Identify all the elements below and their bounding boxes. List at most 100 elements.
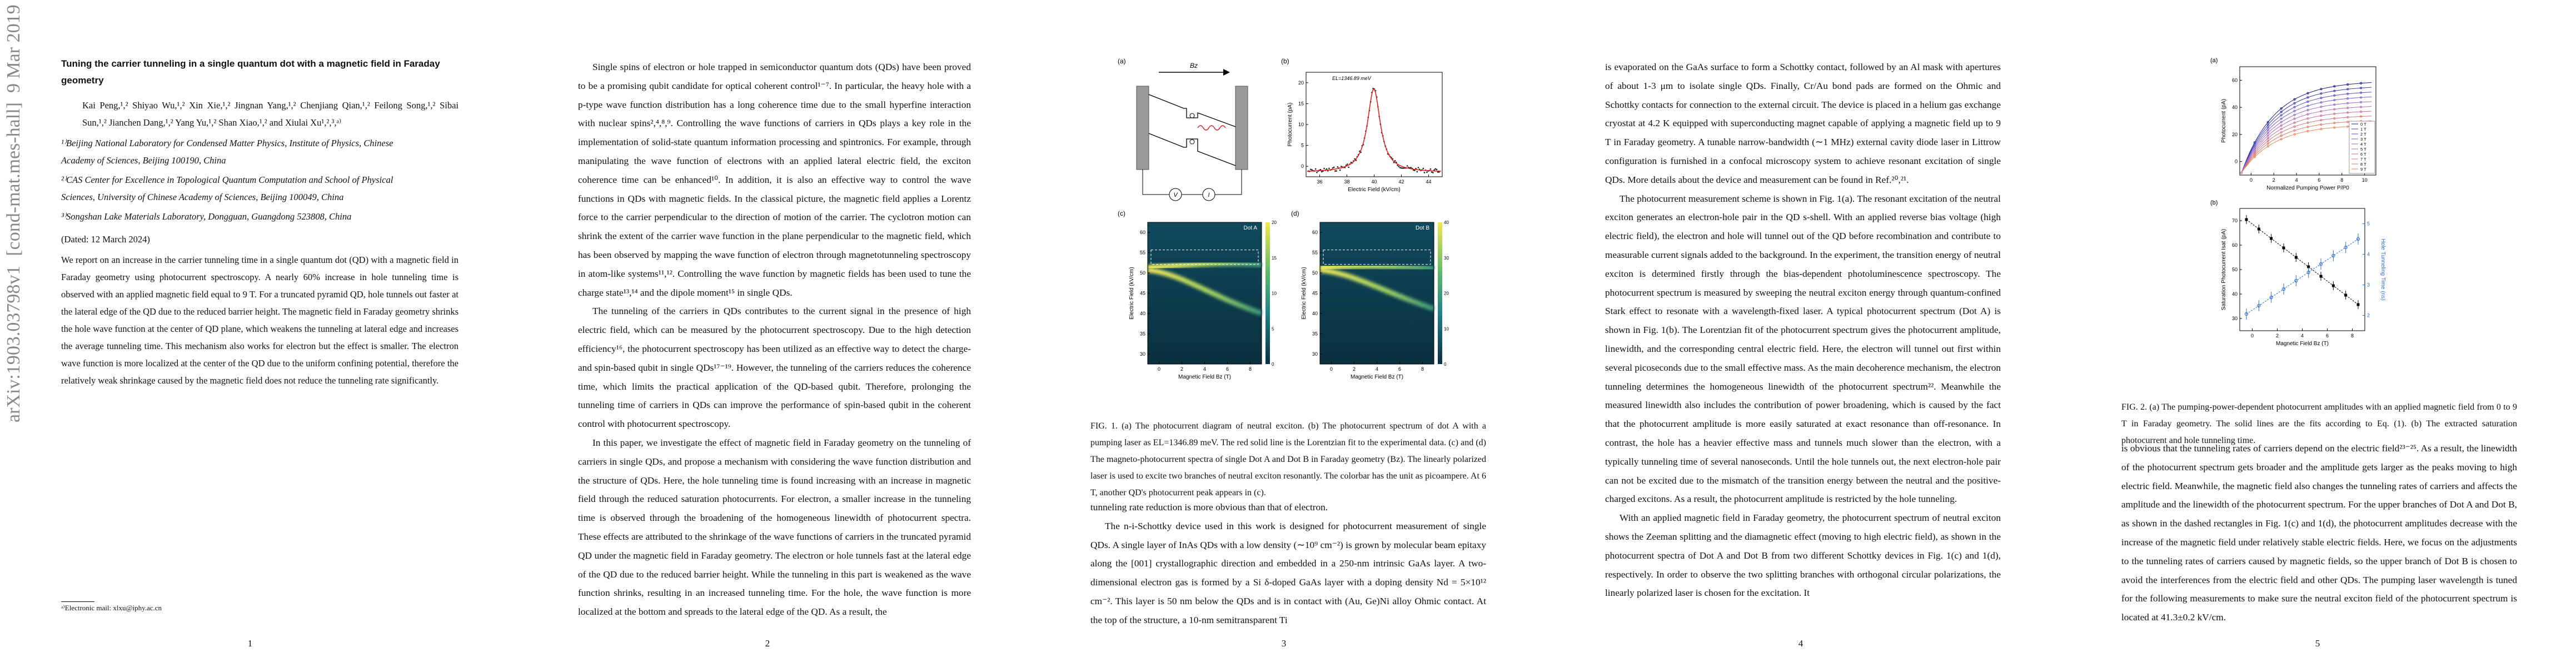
electrode — [1136, 86, 1149, 170]
measurement-point — [2281, 287, 2286, 291]
x-tick-label: 6 — [2318, 177, 2320, 183]
colorbar-tick-label: 40 — [1444, 220, 1449, 225]
paragraph: tunneling rate reduction is more obvious… — [1090, 502, 1328, 512]
y-axis-label: Photocurrent (pA) — [1287, 103, 1293, 147]
plot-frame — [2239, 208, 2365, 331]
y-tick-label: 0 — [1301, 163, 1304, 169]
y-tick-label: 60 — [1140, 230, 1145, 235]
page-number: 4 — [1798, 638, 1803, 649]
x-tick-label: 6 — [1398, 366, 1401, 372]
paragraph: In this paper, we investigate the effect… — [578, 437, 971, 618]
legend-box — [2349, 121, 2375, 174]
dated: (Dated: 12 March 2024) — [61, 234, 150, 245]
colorbar-tick-label: 0 — [1444, 362, 1447, 367]
panel-label: (b) — [1281, 57, 1289, 65]
fit-line — [1307, 88, 1441, 172]
measurement-point — [2306, 270, 2310, 275]
measurement-point — [2266, 145, 2269, 148]
plot-frame — [2239, 66, 2376, 176]
y-tick-label: 20 — [2232, 132, 2238, 137]
colorbar — [1438, 222, 1442, 364]
electrode — [1235, 86, 1248, 170]
page-5-text: is obvious that the tunneling rates of c… — [2121, 439, 2517, 648]
branch — [1319, 267, 1435, 311]
measurement-point — [2266, 142, 2269, 145]
electron — [1189, 113, 1195, 118]
colorbar-tick-label: 30 — [1444, 256, 1449, 261]
x-tick-label: 8 — [2340, 177, 2343, 183]
fit-line — [2241, 96, 2372, 173]
measurement-point — [2319, 275, 2323, 278]
y2-axis-label: Hole Tunneling Time (ns) — [2380, 238, 2386, 300]
plot-frame — [1306, 72, 1443, 177]
measurement-point — [2266, 126, 2269, 129]
y-tick-label: 60 — [2232, 77, 2238, 83]
y-axis-label: Photocurrent (pA) — [2221, 99, 2227, 143]
measurement-point — [1398, 166, 1400, 167]
measurement-point — [2306, 92, 2309, 94]
y2-tick-label: 3 — [2367, 282, 2370, 288]
x-tick-label: 42 — [1398, 179, 1404, 185]
field-label: Bz — [1190, 62, 1198, 69]
measurement-point — [2257, 227, 2260, 231]
y-tick-label: 50 — [1312, 270, 1318, 276]
measurement-point — [1323, 167, 1325, 170]
page-2: Single spins of electron or hole trapped… — [578, 58, 971, 647]
x-tick-label: 0 — [1158, 366, 1160, 372]
y-tick-label: 20 — [1298, 80, 1304, 86]
x-axis-label: Normalized Pumping Power P/P0 — [2266, 185, 2349, 191]
annotation: EL=1346.89 meV — [1332, 76, 1372, 81]
y2-tick-label: 2 — [2367, 313, 2370, 318]
y-tick-label: 40 — [1140, 311, 1145, 316]
paragraph: Single spins of electron or hole trapped… — [578, 62, 971, 298]
measurement-point — [2266, 140, 2269, 142]
measurement-point — [2319, 262, 2323, 266]
y-tick-label: 5 — [1301, 143, 1304, 148]
branch — [1319, 263, 1434, 272]
x-tick-label: 8 — [1249, 366, 1252, 372]
branch — [1147, 260, 1262, 271]
colorbar-tick-label: 10 — [1272, 291, 1277, 296]
measurement-point — [1417, 167, 1419, 168]
measurement-point — [2253, 156, 2256, 158]
measurement-point — [1436, 168, 1438, 171]
affiliation: ³⁾Songshan Lake Materials Laboratory, Do… — [61, 211, 352, 222]
figure-caption: FIG. 2. (a) The pumping-power-dependent … — [2121, 402, 2517, 445]
panel-label: (d) — [1291, 210, 1299, 217]
footnote: ᵃ⁾Electronic mail: xlxu@iphy.ac.cn — [61, 604, 162, 612]
measurement-point — [2280, 111, 2283, 113]
measurement-point — [2280, 114, 2283, 117]
panel-label: (c) — [1118, 210, 1125, 217]
legend-entry: 9 T — [2360, 167, 2366, 172]
authors: Kai Peng,¹,² Shiyao Wu,¹,² Xin Xie,¹,² J… — [82, 100, 459, 128]
measurement-point — [1336, 170, 1337, 172]
measurement-point — [2269, 295, 2273, 300]
measurement-point — [2240, 171, 2243, 175]
measurement-point — [1399, 167, 1401, 168]
measurement-point — [1438, 171, 1440, 173]
measurement-point — [1434, 168, 1437, 170]
y2-tick-label: 4 — [2367, 252, 2370, 257]
y-tick-label: 10 — [1298, 122, 1304, 127]
y-tick-label: 40 — [2232, 291, 2238, 297]
dashed-box — [1150, 250, 1259, 265]
measurement-point — [1332, 167, 1334, 169]
measurement-point — [2280, 138, 2283, 141]
dashed-box — [1323, 250, 1431, 265]
x-tick-label: 0 — [2251, 333, 2254, 339]
measurement-point — [2257, 303, 2261, 308]
measurement-point — [2344, 293, 2348, 297]
title: Tuning the carrier tunneling in a single… — [61, 58, 440, 86]
x-tick-label: 4 — [1203, 366, 1206, 372]
conduction-band — [1148, 94, 1236, 127]
legend-entry: 0 T — [2360, 122, 2366, 127]
measurement-point — [1319, 168, 1322, 171]
x-tick-label: 0 — [2250, 177, 2253, 183]
x-tick-label: 8 — [2351, 333, 2354, 339]
measurement-point — [2293, 117, 2296, 120]
measurement-point — [1429, 168, 1432, 170]
measurement-point — [2293, 121, 2296, 124]
measurement-point — [1422, 167, 1424, 170]
measurement-point — [1341, 166, 1342, 167]
